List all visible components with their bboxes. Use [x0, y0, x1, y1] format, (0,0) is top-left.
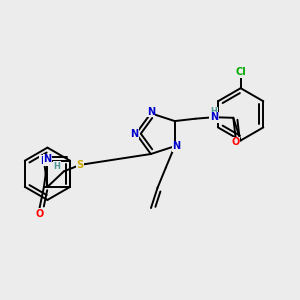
Text: N: N: [44, 154, 52, 164]
Text: O: O: [232, 137, 240, 148]
Text: H: H: [211, 107, 218, 116]
Text: S: S: [76, 160, 84, 170]
Text: H: H: [53, 161, 60, 170]
Text: O: O: [35, 208, 44, 219]
Text: N: N: [210, 112, 218, 122]
Text: N: N: [40, 156, 48, 166]
Text: Cl: Cl: [235, 67, 246, 77]
Text: N: N: [172, 141, 180, 151]
Text: N: N: [130, 129, 139, 139]
Text: N: N: [147, 107, 155, 117]
